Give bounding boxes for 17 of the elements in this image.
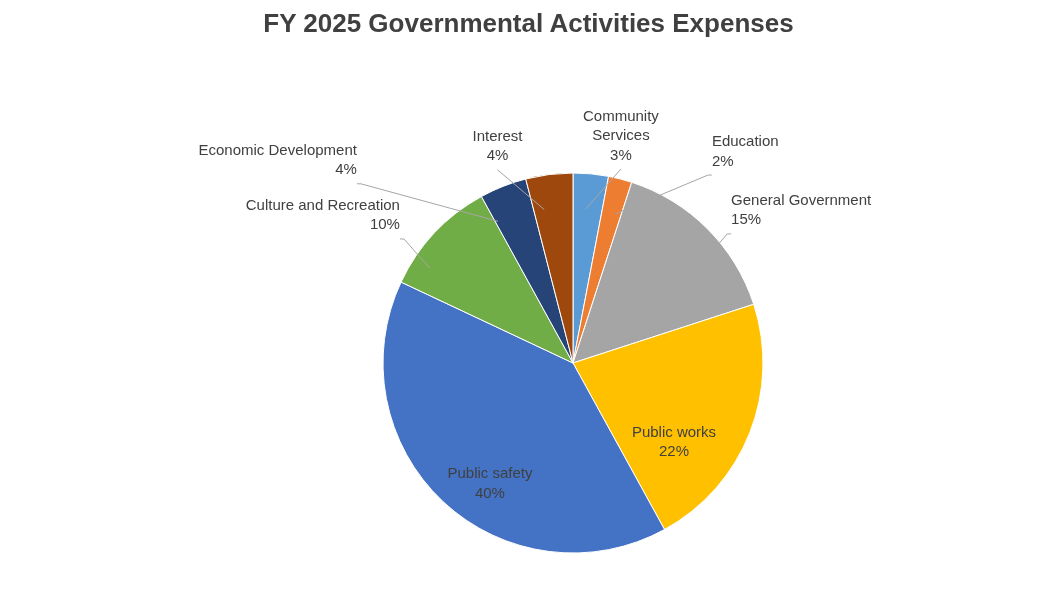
slice-label: Public safety — [447, 464, 533, 482]
data-label: 15% — [731, 210, 762, 228]
slice-label: Interest — [472, 126, 524, 144]
data-label: 2% — [711, 151, 734, 169]
data-label: 22% — [658, 442, 690, 460]
slice-label: Education — [711, 132, 779, 150]
data-label: 40% — [474, 483, 505, 501]
slice-label: Culture and Recreation — [245, 195, 400, 213]
slice-label: Economic Development — [198, 140, 358, 158]
data-label: 10% — [369, 215, 400, 233]
slice-label: General Government — [731, 190, 872, 208]
data-label: 4% — [335, 160, 357, 178]
chart-title: FY 2025 Governmental Activities Expenses — [262, 8, 795, 40]
data-label: 3% — [610, 146, 632, 163]
slice-label: Public works — [631, 422, 717, 440]
data-label: 4% — [486, 146, 509, 164]
slice-label: Community Services — [583, 107, 660, 144]
